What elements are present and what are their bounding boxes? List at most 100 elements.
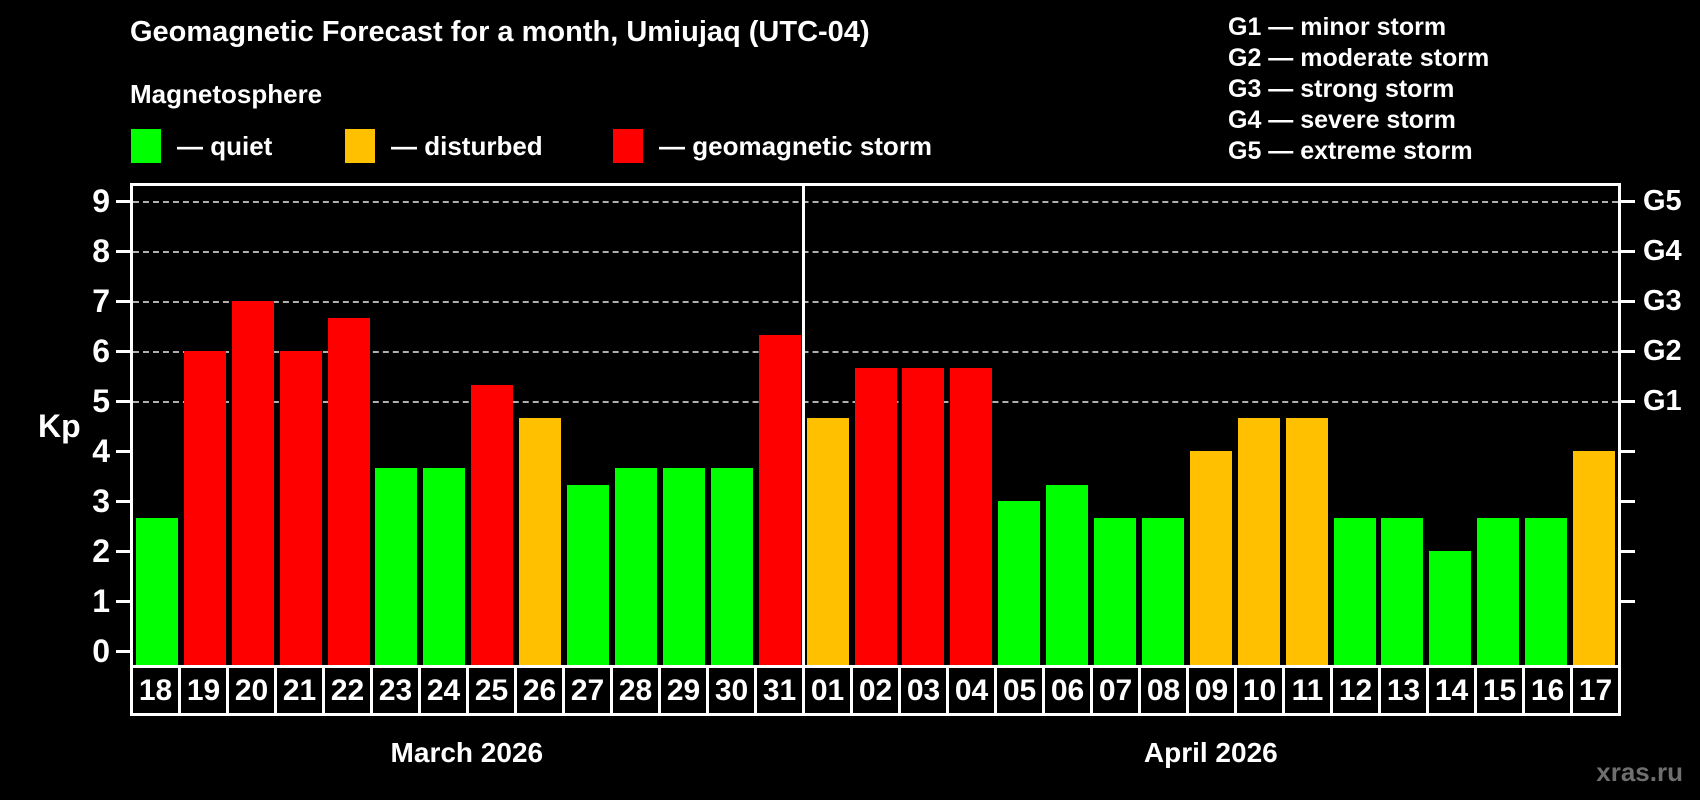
- day-cell-15: 15: [1477, 668, 1525, 713]
- kp-bar-day-17: [1573, 451, 1616, 665]
- plot-area: [130, 183, 1621, 668]
- kp-bar-day-03: [902, 367, 945, 665]
- day-cell-28: 28: [613, 668, 661, 713]
- kp-bar-day-28: [614, 467, 657, 665]
- right-axis-label-G4: G4: [1643, 235, 1682, 267]
- right-tick-4: [1621, 450, 1635, 453]
- kp-bar-day-13: [1381, 517, 1424, 665]
- kp-bar-day-15: [1477, 517, 1520, 665]
- day-cell-16: 16: [1525, 668, 1573, 713]
- day-cell-01: 01: [805, 668, 853, 713]
- kp-bar-day-22: [327, 317, 370, 665]
- day-cell-08: 08: [1141, 668, 1189, 713]
- gridline-kp-9: [133, 201, 1618, 203]
- kp-bar-day-08: [1141, 517, 1184, 665]
- day-cell-14: 14: [1429, 668, 1477, 713]
- legend-label-storm: — geomagnetic storm: [659, 130, 933, 161]
- legend-item-quiet: — quiet: [131, 129, 272, 163]
- legend-label-disturbed: — disturbed: [391, 130, 543, 161]
- y-tick-3: [116, 500, 130, 503]
- kp-bar-day-09: [1189, 451, 1232, 665]
- storm-scale-legend: G1 — minor storm G2 — moderate storm G3 — …: [1228, 12, 1489, 167]
- day-cell-06: 06: [1045, 668, 1093, 713]
- day-cell-22: 22: [325, 668, 373, 713]
- right-axis-label-G5: G5: [1643, 185, 1682, 217]
- day-cell-02: 02: [853, 668, 901, 713]
- day-cell-25: 25: [469, 668, 517, 713]
- quiet-swatch-icon: [131, 129, 161, 163]
- right-tick-5: [1621, 400, 1635, 403]
- kp-bar-day-25: [471, 384, 514, 665]
- day-cell-18: 18: [133, 668, 181, 713]
- kp-bar-day-12: [1333, 517, 1376, 665]
- day-cell-09: 09: [1189, 668, 1237, 713]
- y-tick-label-2: 2: [92, 533, 110, 569]
- kp-bar-day-23: [375, 467, 418, 665]
- y-tick-7: [116, 300, 130, 303]
- day-cell-26: 26: [517, 668, 565, 713]
- storm-scale-line-5: G5 — extreme storm: [1228, 137, 1473, 165]
- right-tick-8: [1621, 250, 1635, 253]
- chart-title: Geomagnetic Forecast for a month, Umiuja…: [130, 16, 870, 48]
- kp-bar-day-04: [950, 367, 993, 665]
- gridline-kp-7: [133, 301, 1618, 303]
- y-tick-label-1: 1: [92, 583, 110, 619]
- right-tick-7: [1621, 300, 1635, 303]
- day-cell-24: 24: [421, 668, 469, 713]
- day-cell-07: 07: [1093, 668, 1141, 713]
- day-cell-10: 10: [1237, 668, 1285, 713]
- gridline-kp-8: [133, 251, 1618, 253]
- kp-bar-day-24: [423, 467, 466, 665]
- kp-bar-day-02: [854, 367, 897, 665]
- y-axis-title: Kp: [38, 408, 81, 444]
- kp-bar-day-19: [183, 351, 226, 665]
- y-tick-label-4: 4: [92, 433, 110, 469]
- y-tick-4: [116, 450, 130, 453]
- kp-bar-day-27: [567, 484, 610, 665]
- day-cell-19: 19: [181, 668, 229, 713]
- y-tick-label-7: 7: [92, 283, 110, 319]
- y-tick-6: [116, 350, 130, 353]
- month-separator-line: [802, 186, 806, 665]
- y-tick-label-8: 8: [92, 233, 110, 269]
- legend-item-storm: — geomagnetic storm: [613, 129, 932, 163]
- watermark: xras.ru: [1596, 757, 1683, 787]
- storm-swatch-icon: [613, 129, 643, 163]
- day-cell-20: 20: [229, 668, 277, 713]
- day-cell-11: 11: [1285, 668, 1333, 713]
- kp-bar-day-26: [519, 417, 562, 665]
- right-tick-6: [1621, 350, 1635, 353]
- kp-bar-day-11: [1285, 417, 1328, 665]
- kp-bar-day-16: [1525, 517, 1568, 665]
- kp-bar-day-30: [710, 467, 753, 665]
- y-tick-5: [116, 400, 130, 403]
- right-tick-2: [1621, 550, 1635, 553]
- day-cell-27: 27: [565, 668, 613, 713]
- day-cell-04: 04: [949, 668, 997, 713]
- month-label-march: March 2026: [390, 737, 544, 768]
- storm-scale-line-1: G1 — minor storm: [1228, 13, 1447, 41]
- right-tick-1: [1621, 600, 1635, 603]
- day-cell-23: 23: [373, 668, 421, 713]
- right-tick-9: [1621, 200, 1635, 203]
- y-tick-8: [116, 250, 130, 253]
- kp-bar-day-18: [135, 517, 178, 665]
- right-tick-3: [1621, 500, 1635, 503]
- day-cell-21: 21: [277, 668, 325, 713]
- day-cell-29: 29: [661, 668, 709, 713]
- disturbed-swatch-icon: [345, 129, 375, 163]
- kp-bar-day-29: [662, 467, 705, 665]
- day-cell-12: 12: [1333, 668, 1381, 713]
- day-cell-17: 17: [1578, 673, 1613, 707]
- y-tick-1: [116, 600, 130, 603]
- day-cell-05: 05: [997, 668, 1045, 713]
- y-tick-label-6: 6: [92, 333, 110, 369]
- storm-scale-line-3: G3 — strong storm: [1228, 75, 1455, 103]
- kp-bar-day-31: [758, 334, 801, 665]
- right-axis-label-G1: G1: [1643, 385, 1682, 417]
- day-cell-31: 31: [757, 668, 805, 713]
- day-cell-03: 03: [901, 668, 949, 713]
- chart-subtitle: Magnetosphere: [130, 79, 323, 109]
- kp-bar-day-21: [279, 351, 322, 665]
